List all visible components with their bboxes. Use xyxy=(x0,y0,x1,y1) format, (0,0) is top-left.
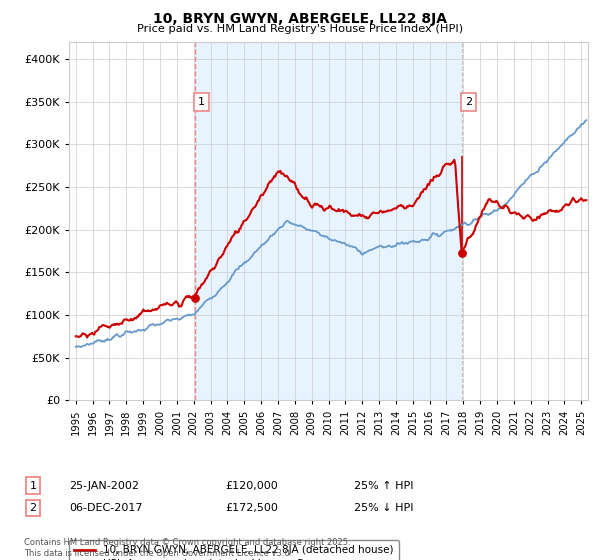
Legend: 10, BRYN GWYN, ABERGELE, LL22 8JA (detached house), HPI: Average price, detached: 10, BRYN GWYN, ABERGELE, LL22 8JA (detac… xyxy=(69,540,399,560)
Text: 25% ↑ HPI: 25% ↑ HPI xyxy=(354,480,413,491)
Text: 25-JAN-2002: 25-JAN-2002 xyxy=(69,480,139,491)
Text: 2: 2 xyxy=(465,97,472,107)
Text: 2: 2 xyxy=(29,503,37,513)
Point xyxy=(190,293,200,302)
Text: Contains HM Land Registry data © Crown copyright and database right 2025.
This d: Contains HM Land Registry data © Crown c… xyxy=(24,538,350,558)
Text: 1: 1 xyxy=(29,480,37,491)
Text: 06-DEC-2017: 06-DEC-2017 xyxy=(69,503,143,513)
Text: £172,500: £172,500 xyxy=(225,503,278,513)
Text: 1: 1 xyxy=(198,97,205,107)
Text: £120,000: £120,000 xyxy=(225,480,278,491)
Point xyxy=(457,249,467,258)
Text: 10, BRYN GWYN, ABERGELE, LL22 8JA: 10, BRYN GWYN, ABERGELE, LL22 8JA xyxy=(153,12,447,26)
Text: 25% ↓ HPI: 25% ↓ HPI xyxy=(354,503,413,513)
Text: Price paid vs. HM Land Registry's House Price Index (HPI): Price paid vs. HM Land Registry's House … xyxy=(137,24,463,34)
Bar xyxy=(195,42,462,400)
